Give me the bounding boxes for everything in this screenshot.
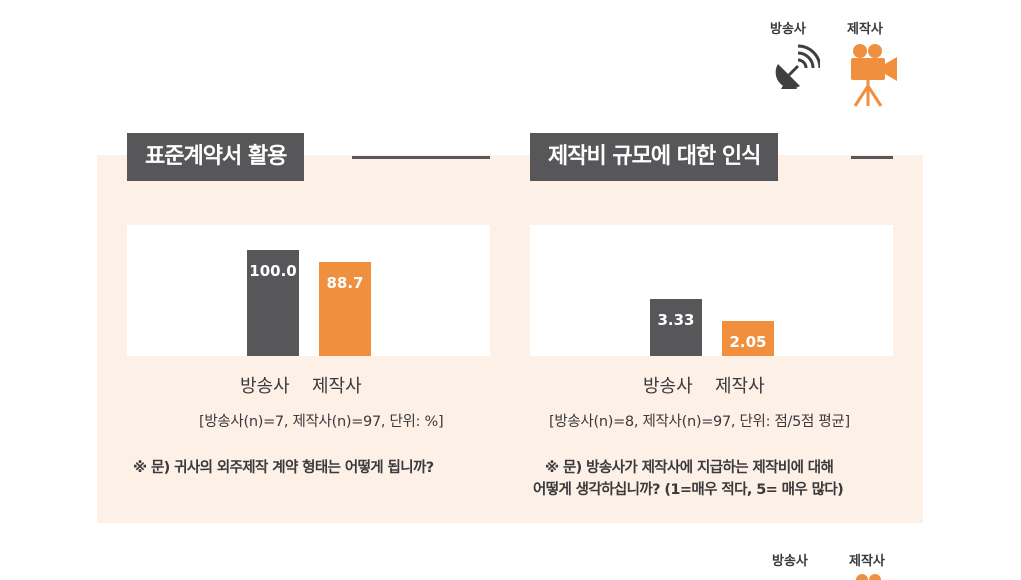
bottom-legend-producer-label: 제작사 — [849, 554, 885, 569]
bar-producer: 2.05 — [722, 321, 774, 356]
satellite-dish-icon — [770, 44, 822, 94]
video-camera-icon — [854, 571, 884, 580]
section-title-budget-perception: 제작비 규모에 대한 인식 — [530, 133, 779, 181]
title-underline — [352, 156, 490, 159]
video-camera-icon — [848, 42, 900, 108]
bar-value-label: 100.0 — [249, 262, 297, 280]
bar-value-label: 3.33 — [657, 311, 695, 329]
category-label-producer: 제작사 — [312, 376, 362, 397]
legend-broadcaster-label: 방송사 — [770, 22, 806, 37]
sample-note: [방송사(n)=8, 제작사(n)=97, 단위: 점/5점 평균] — [549, 414, 850, 430]
survey-question: ※ 문) 귀사의 외주제작 계약 형태는 어떻게 됩니까? — [133, 460, 434, 476]
category-label-producer: 제작사 — [715, 376, 765, 397]
category-label-broadcaster: 방송사 — [643, 376, 693, 397]
category-label-broadcaster: 방송사 — [240, 376, 290, 397]
legend-producer-label: 제작사 — [847, 22, 883, 37]
survey-question: 어떻게 생각하십니까? (1=매우 적다, 5= 매우 많다) — [533, 482, 844, 498]
sample-note: [방송사(n)=7, 제작사(n)=97, 단위: %] — [199, 414, 444, 430]
bar-producer: 88.7 — [319, 262, 371, 356]
survey-question: ※ 문) 방송사가 제작사에 지급하는 제작비에 대해 — [545, 460, 834, 476]
bar-broadcaster: 3.33 — [650, 299, 702, 356]
bar-broadcaster: 100.0 — [247, 250, 299, 356]
section-title-standard-contract: 표준계약서 활용 — [127, 133, 305, 181]
chart-area-standard-contract: 100.0 88.7 — [127, 225, 490, 356]
bar-value-label: 2.05 — [729, 333, 767, 351]
chart-area-budget-perception: 3.33 2.05 — [530, 225, 893, 356]
bar-value-label: 88.7 — [326, 274, 364, 292]
bottom-legend-broadcaster-label: 방송사 — [772, 554, 808, 569]
title-underline — [851, 156, 893, 159]
